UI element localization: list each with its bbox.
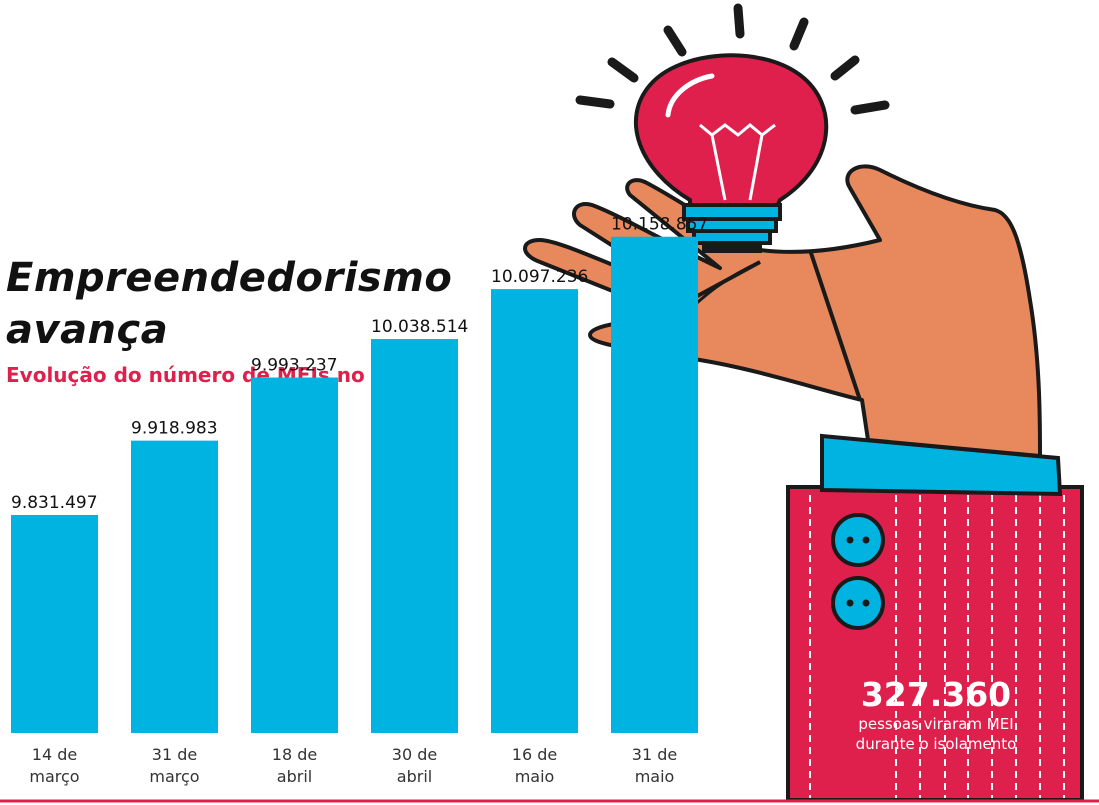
tick-label-5: 16 de maio (512, 745, 557, 786)
value-label-5: 10.097.236 (491, 267, 588, 287)
bar-2 (131, 440, 218, 733)
callout-number: 327.360 (860, 675, 1012, 714)
title-line-2: avança (6, 307, 169, 353)
button-icon (831, 576, 885, 630)
callout-text-line-2: durante o isolamento (855, 735, 1017, 753)
chart-subtitle: Evolução do número de MEIs no Brasil (6, 363, 436, 387)
value-label-3: 9.993.237 (251, 356, 338, 376)
tick-label-3: 18 de abril (272, 745, 317, 786)
value-label-4: 10.038.514 (371, 317, 468, 337)
page-title: Empreendedorismo avança (6, 252, 566, 356)
bar-3 (251, 377, 338, 733)
value-label-6: 10.158.857 (611, 215, 708, 235)
bar-1 (11, 515, 98, 733)
value-label-1: 9.831.497 (11, 493, 98, 513)
tick-label-1: 14 de março (29, 745, 79, 786)
bar-6 (611, 236, 698, 733)
callout-text: pessoas viraram MEI durante o isolamento (816, 714, 1056, 754)
bar-4 (371, 339, 458, 733)
lightbulb-icon (575, 3, 890, 253)
sleeve-illustration (786, 485, 1084, 802)
button-icon (831, 513, 885, 567)
bar-5 (491, 289, 578, 733)
value-label-2: 9.918.983 (131, 419, 218, 439)
tick-label-6: 31 de maio (632, 745, 677, 786)
title-line-1: Empreendedorismo (6, 255, 453, 301)
tick-label-4: 30 de abril (392, 745, 437, 786)
callout-text-line-1: pessoas viraram MEI (858, 715, 1014, 733)
tick-label-2: 31 de março (149, 745, 199, 786)
